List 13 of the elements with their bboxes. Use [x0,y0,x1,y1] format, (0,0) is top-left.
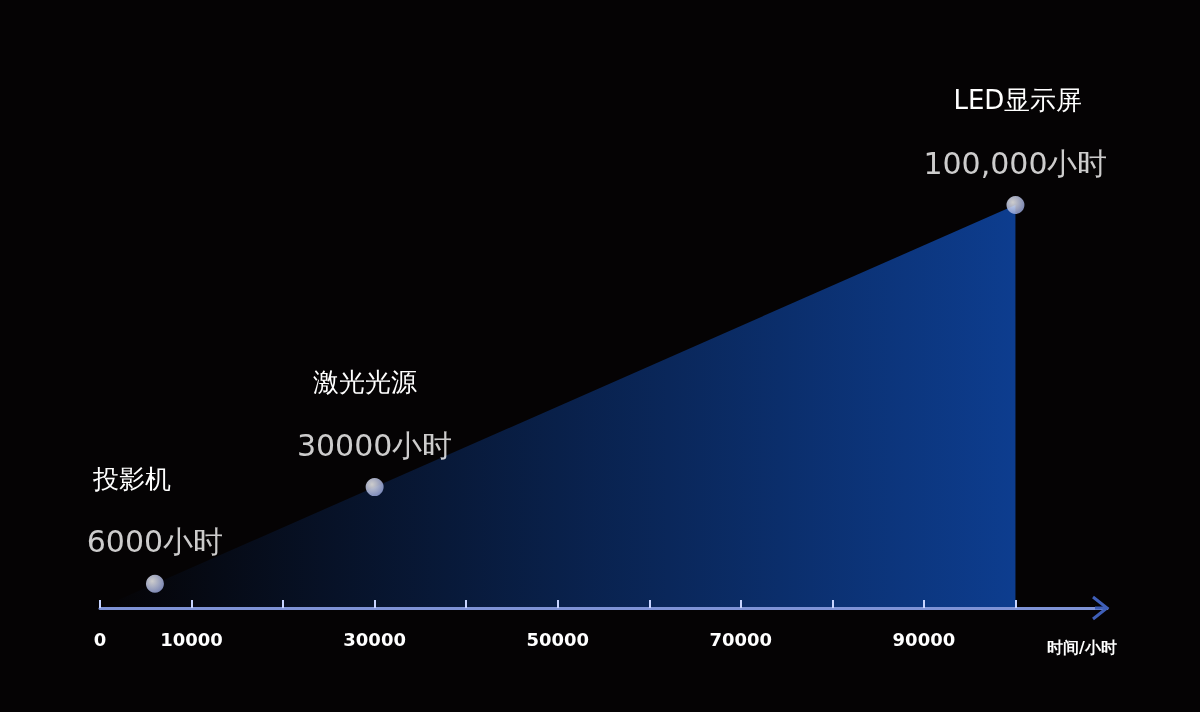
x-axis-title: 时间/小时 [1047,638,1117,659]
data-label: 30000小时 [296,427,453,463]
x-tick-label: 30000 [343,628,406,650]
x-tick-label: 10000 [160,628,223,650]
annotation: 投影机 [91,463,171,494]
x-tick-label: 90000 [892,628,956,650]
data-label: 100,000小时 [923,145,1108,181]
x-tick-label: 0 [93,628,107,650]
annotation: 激光光源 [312,367,417,398]
data-label: 6000小时 [86,524,224,560]
x-tick-label: 50000 [526,628,590,650]
text: LED显示屏 [953,85,1083,115]
x-tick-label: 70000 [709,628,773,650]
